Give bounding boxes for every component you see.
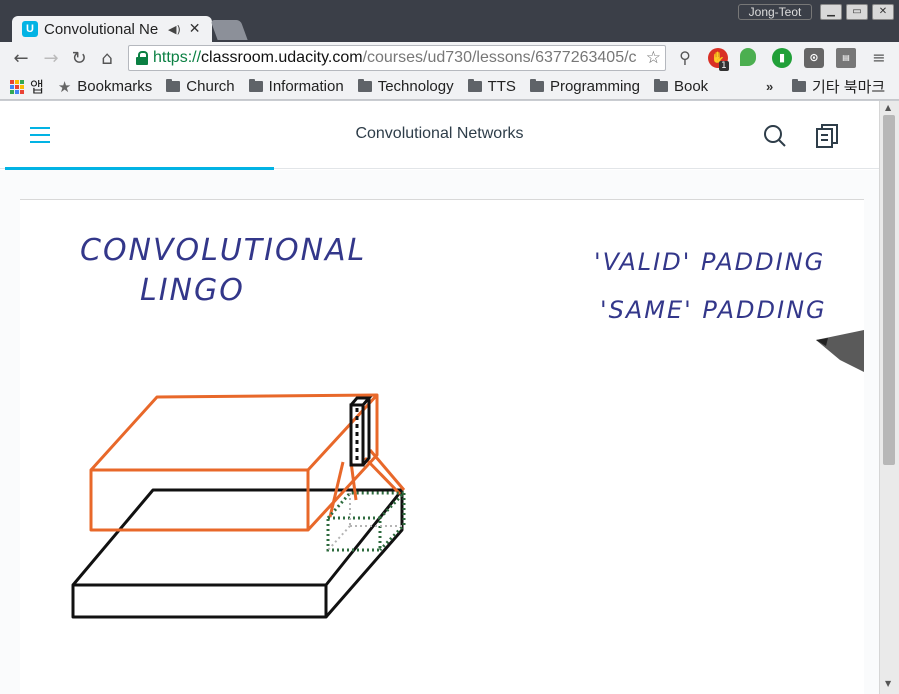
input-volume-shape bbox=[71, 488, 404, 619]
apps-shortcut[interactable]: 앱 bbox=[10, 76, 44, 97]
profile-button[interactable]: Jong-Teot bbox=[738, 4, 812, 20]
page-scrollbar[interactable]: ▲ ▼ bbox=[879, 101, 899, 694]
scrollbar-thumb[interactable] bbox=[883, 115, 895, 465]
magnifier-extension-icon[interactable]: ⚲ bbox=[679, 48, 691, 67]
tab-title: Convolutional Ne bbox=[44, 20, 159, 38]
bookmark-folder-tts[interactable]: TTS bbox=[467, 78, 516, 95]
pen-icon bbox=[816, 330, 864, 372]
screenshot-extension-icon[interactable]: ⊙ bbox=[804, 48, 824, 68]
address-bar[interactable]: https://classroom.udacity.com/courses/ud… bbox=[128, 45, 666, 71]
bookmarks-overflow-icon[interactable]: » bbox=[766, 79, 774, 94]
folder-icon bbox=[529, 79, 544, 92]
audio-playing-icon[interactable]: ◀) bbox=[168, 22, 181, 36]
secure-lock-icon bbox=[135, 51, 149, 65]
close-tab-icon[interactable]: ✕ bbox=[188, 21, 201, 37]
bookmark-item-bookmarks[interactable]: ★ Bookmarks bbox=[57, 78, 153, 96]
bookmarks-bar: 앱 ★ Bookmarks Church Information Technolo… bbox=[0, 74, 899, 100]
forward-arrow-icon[interactable]: → bbox=[43, 48, 59, 69]
whiteboard-heading-line1: CONVOLUTIONAL bbox=[80, 233, 366, 268]
extension-badge: 1 bbox=[719, 61, 729, 71]
output-column-shape bbox=[349, 396, 373, 467]
reload-icon[interactable]: ↻ bbox=[71, 48, 87, 69]
whiteboard-drawing: CONVOLUTIONAL LINGO 'VALID' PADDING 'SAM… bbox=[71, 233, 864, 619]
browser-toolbar: ← → ↻ ⌂ https://classroom.udacity.com/co… bbox=[0, 42, 899, 74]
search-icon[interactable] bbox=[763, 124, 787, 148]
folder-icon bbox=[248, 79, 263, 92]
browser-tab[interactable]: U Convolutional Ne ◀) ✕ bbox=[12, 16, 212, 42]
other-bookmarks[interactable]: 기타 북마크 bbox=[792, 76, 885, 97]
page-title: Convolutional Networks bbox=[355, 125, 524, 142]
bookmark-folder-church[interactable]: Church bbox=[166, 78, 235, 95]
folder-icon bbox=[467, 79, 482, 92]
home-icon[interactable]: ⌂ bbox=[101, 48, 113, 69]
back-arrow-icon[interactable]: ← bbox=[13, 48, 29, 69]
tab-strip: U Convolutional Ne ◀) ✕ Jong-Teot ▁ ▭ ✕ bbox=[0, 0, 899, 42]
bookmark-folder-technology[interactable]: Technology bbox=[357, 78, 454, 95]
bookmark-folder-information[interactable]: Information bbox=[248, 78, 344, 95]
video-player[interactable]: CONVOLUTIONAL LINGO 'VALID' PADDING 'SAM… bbox=[20, 199, 864, 694]
evernote-extension-icon[interactable] bbox=[740, 48, 756, 66]
bookmark-folder-programming[interactable]: Programming bbox=[529, 78, 640, 95]
patch-shape bbox=[326, 491, 408, 552]
bookmark-folder-book[interactable]: Book bbox=[653, 78, 708, 95]
url-text: https://classroom.udacity.com/courses/ud… bbox=[153, 49, 637, 66]
star-icon: ★ bbox=[57, 78, 72, 96]
udacity-favicon-icon: U bbox=[22, 21, 38, 37]
new-tab-button[interactable] bbox=[210, 20, 248, 40]
folder-icon bbox=[653, 79, 668, 92]
pushbullet-extension-icon[interactable]: ▮ bbox=[772, 48, 792, 68]
menu-icon[interactable]: ≡ bbox=[872, 48, 886, 67]
classroom-header: Convolutional Networks bbox=[0, 101, 879, 170]
feature-map-shape bbox=[89, 393, 406, 532]
folder-icon bbox=[357, 79, 372, 92]
page-viewport: Convolutional Networks CONVOLUTIONAL LIN… bbox=[0, 101, 879, 694]
patch-inner-lines bbox=[327, 493, 404, 551]
notes-icon[interactable] bbox=[815, 123, 839, 149]
bookmark-star-icon[interactable]: ☆ bbox=[645, 48, 661, 68]
whiteboard-heading-line2: LINGO bbox=[140, 273, 245, 308]
maximize-button[interactable]: ▭ bbox=[846, 4, 868, 20]
apps-label: 앱 bbox=[30, 79, 44, 96]
folder-icon bbox=[792, 79, 806, 92]
whiteboard-note-line2: 'SAME' PADDING bbox=[600, 296, 827, 324]
folder-icon bbox=[166, 79, 181, 92]
hamburger-menu-icon[interactable] bbox=[30, 127, 50, 143]
apps-grid-icon bbox=[10, 79, 24, 94]
lesson-progress-bar bbox=[5, 167, 274, 170]
scroll-down-icon[interactable]: ▼ bbox=[885, 679, 892, 688]
minimize-button[interactable]: ▁ bbox=[820, 4, 842, 20]
whiteboard-note-line1: 'VALID' PADDING bbox=[594, 248, 825, 276]
scroll-up-icon[interactable]: ▲ bbox=[885, 103, 892, 112]
keyboard-extension-icon[interactable]: ▤ bbox=[836, 48, 856, 68]
close-window-button[interactable]: ✕ bbox=[872, 4, 894, 20]
